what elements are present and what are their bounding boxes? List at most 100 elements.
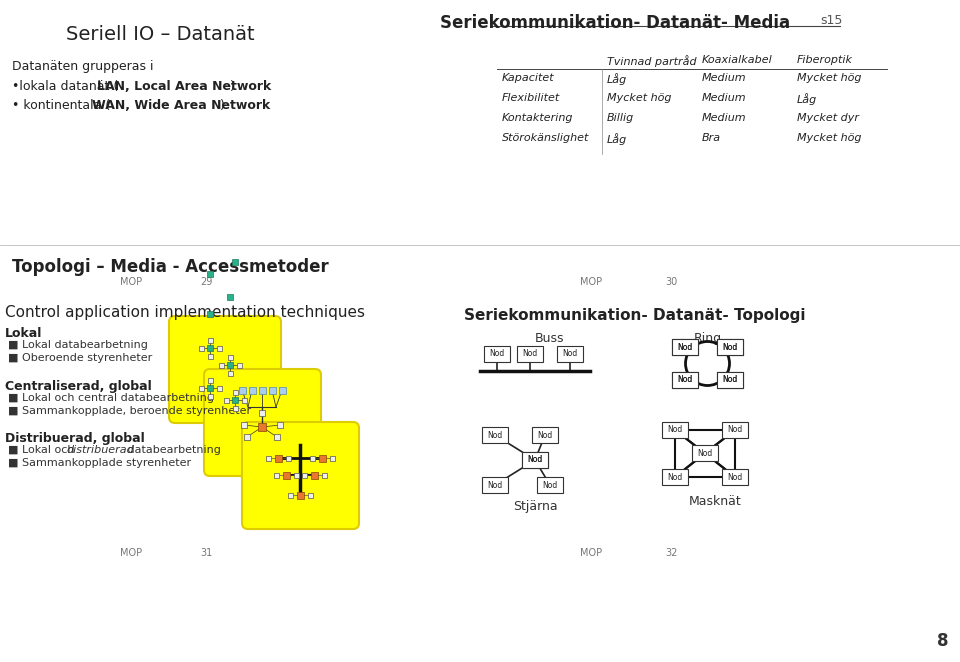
FancyBboxPatch shape — [274, 434, 280, 440]
Text: Nod: Nod — [722, 342, 737, 352]
Text: Nod: Nod — [728, 426, 743, 434]
Text: Control application implementation techniques: Control application implementation techn… — [5, 305, 365, 320]
FancyBboxPatch shape — [672, 372, 698, 388]
FancyBboxPatch shape — [241, 422, 247, 428]
Text: Nod: Nod — [722, 375, 737, 385]
FancyBboxPatch shape — [285, 455, 291, 461]
FancyBboxPatch shape — [249, 387, 255, 393]
Text: Datanäten grupperas i: Datanäten grupperas i — [12, 60, 154, 73]
FancyBboxPatch shape — [277, 422, 283, 428]
FancyBboxPatch shape — [322, 473, 326, 477]
Text: Centraliserad, global: Centraliserad, global — [5, 380, 152, 393]
Text: Nod: Nod — [667, 426, 683, 434]
FancyBboxPatch shape — [482, 477, 508, 493]
FancyBboxPatch shape — [717, 372, 743, 388]
Text: • kontinentala (: • kontinentala ( — [12, 99, 110, 112]
Text: ■ Lokal och: ■ Lokal och — [8, 445, 78, 455]
Text: 32: 32 — [665, 548, 678, 558]
FancyBboxPatch shape — [297, 491, 303, 498]
Text: ■ Oberoende styrenheter: ■ Oberoende styrenheter — [8, 353, 153, 363]
Text: Seriekommunikation- Datanät- Topologi: Seriekommunikation- Datanät- Topologi — [465, 308, 805, 323]
Text: Koaxialkabel: Koaxialkabel — [702, 55, 773, 65]
FancyBboxPatch shape — [217, 346, 222, 350]
Text: •lokala datanät (: •lokala datanät ( — [12, 80, 118, 93]
FancyBboxPatch shape — [232, 389, 237, 395]
FancyBboxPatch shape — [310, 471, 318, 479]
FancyBboxPatch shape — [258, 387, 266, 393]
Text: Nod: Nod — [527, 455, 542, 465]
FancyBboxPatch shape — [207, 338, 212, 342]
FancyBboxPatch shape — [294, 473, 299, 477]
Text: s15: s15 — [820, 14, 842, 27]
FancyBboxPatch shape — [199, 346, 204, 350]
Text: Billig: Billig — [607, 113, 635, 123]
FancyBboxPatch shape — [287, 493, 293, 498]
Text: ): ) — [230, 80, 235, 93]
Text: ■ Lokal och central databearbetning: ■ Lokal och central databearbetning — [8, 393, 214, 403]
Text: Seriell IO – Datanät: Seriell IO – Datanät — [65, 25, 254, 44]
Text: Störokänslighet: Störokänslighet — [502, 133, 589, 143]
FancyBboxPatch shape — [238, 387, 246, 393]
FancyBboxPatch shape — [224, 397, 228, 402]
FancyBboxPatch shape — [266, 455, 271, 461]
Text: Tvinnad partråd: Tvinnad partråd — [607, 55, 697, 67]
FancyBboxPatch shape — [204, 369, 321, 476]
Text: Mycket dyr: Mycket dyr — [797, 113, 859, 123]
Text: Låg: Låg — [797, 93, 817, 105]
FancyBboxPatch shape — [258, 423, 266, 431]
Text: Nod: Nod — [728, 473, 743, 481]
Text: ■ Sammankopplade styrenheter: ■ Sammankopplade styrenheter — [8, 458, 191, 468]
Text: MOP: MOP — [580, 277, 602, 287]
Text: MOP: MOP — [120, 548, 142, 558]
FancyBboxPatch shape — [692, 445, 718, 461]
Text: 29: 29 — [200, 277, 212, 287]
Text: Nod: Nod — [722, 375, 737, 385]
FancyBboxPatch shape — [242, 397, 247, 402]
FancyBboxPatch shape — [517, 346, 543, 362]
FancyBboxPatch shape — [672, 372, 698, 388]
FancyBboxPatch shape — [557, 346, 583, 362]
FancyBboxPatch shape — [207, 311, 213, 317]
Text: ).: ). — [220, 99, 228, 112]
Text: Nod: Nod — [667, 473, 683, 481]
FancyBboxPatch shape — [217, 385, 222, 391]
FancyBboxPatch shape — [227, 294, 233, 300]
Text: Mycket hög: Mycket hög — [797, 73, 861, 83]
FancyBboxPatch shape — [329, 455, 334, 461]
FancyBboxPatch shape — [672, 339, 698, 355]
Text: Nod: Nod — [678, 342, 692, 352]
FancyBboxPatch shape — [275, 455, 281, 461]
Text: ■ Lokal databearbetning: ■ Lokal databearbetning — [8, 340, 148, 350]
FancyBboxPatch shape — [274, 473, 278, 477]
FancyBboxPatch shape — [662, 469, 688, 485]
FancyBboxPatch shape — [522, 452, 548, 468]
FancyBboxPatch shape — [219, 363, 224, 367]
Text: Nod: Nod — [538, 430, 553, 440]
FancyBboxPatch shape — [232, 406, 237, 410]
Text: Nod: Nod — [697, 448, 712, 457]
Text: Flexibilitet: Flexibilitet — [502, 93, 561, 103]
FancyBboxPatch shape — [232, 259, 238, 265]
FancyBboxPatch shape — [484, 346, 510, 362]
Text: Nod: Nod — [722, 342, 737, 352]
Text: databearbetning: databearbetning — [125, 445, 221, 455]
FancyBboxPatch shape — [207, 377, 212, 383]
Text: Masknät: Masknät — [688, 495, 741, 508]
Text: Kapacitet: Kapacitet — [502, 73, 555, 83]
Text: Kontaktering: Kontaktering — [502, 113, 573, 123]
FancyBboxPatch shape — [537, 477, 563, 493]
Text: Distribuerad, global: Distribuerad, global — [5, 432, 145, 445]
Text: Nod: Nod — [490, 350, 505, 359]
Text: distribuerad: distribuerad — [66, 445, 134, 455]
Text: WAN, Wide Area Network: WAN, Wide Area Network — [92, 99, 271, 112]
FancyBboxPatch shape — [207, 271, 213, 277]
Text: 31: 31 — [200, 548, 212, 558]
Text: Låg: Låg — [607, 133, 627, 145]
FancyBboxPatch shape — [672, 339, 698, 355]
Text: Nod: Nod — [678, 375, 692, 385]
FancyBboxPatch shape — [482, 427, 508, 443]
Text: Fiberoptik: Fiberoptik — [797, 55, 853, 65]
FancyBboxPatch shape — [309, 455, 315, 461]
FancyBboxPatch shape — [207, 345, 213, 351]
FancyBboxPatch shape — [722, 469, 748, 485]
